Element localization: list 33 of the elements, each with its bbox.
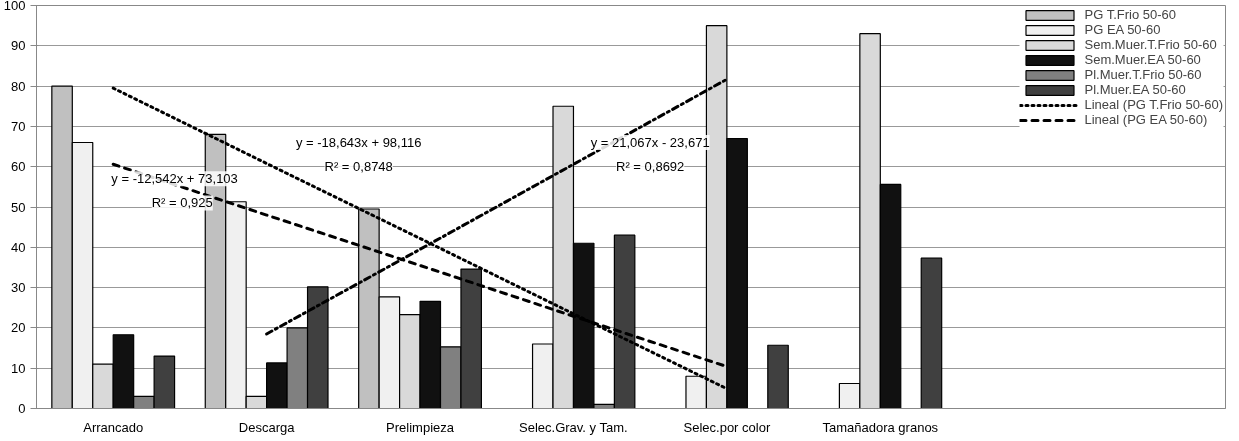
x-tick-label: Prelimpieza (386, 419, 455, 435)
y-tick-label: 60 (11, 159, 26, 175)
y-tick-label: 10 (11, 360, 26, 376)
legend-label: PG EA 50-60 (1084, 22, 1161, 37)
bar (920, 257, 943, 409)
bar (767, 344, 789, 409)
y-tick-label: 40 (11, 239, 26, 255)
y-tick-label: 50 (11, 199, 26, 215)
legend-label: Sem.Muer.EA 50-60 (1084, 52, 1201, 67)
legend-label: PG T.Frio 50-60 (1084, 7, 1177, 22)
annotation: y = -18,643x + 98,116 (295, 135, 422, 151)
annotation: R² = 0,8692 (616, 159, 685, 175)
legend-label: Pl.Muer.EA 50-60 (1084, 82, 1186, 97)
x-tick-label: Selec.Grav. y Tam. (519, 419, 628, 435)
legend-label: Lineal (PG T.Frio 50-60) (1084, 97, 1223, 112)
x-tick-label: Arrancado (83, 419, 144, 435)
y-tick-label: 80 (11, 78, 26, 94)
y-tick-label: 100 (3, 0, 26, 13)
x-tick-label: Tamañadora granos (822, 419, 939, 435)
y-tick-label: 20 (11, 320, 26, 336)
annotation: y = -12,542x + 73,103 (111, 171, 238, 187)
y-tick-label: 0 (18, 401, 26, 416)
annotation: R² = 0,8748 (324, 159, 393, 175)
legend-label: Sem.Muer.T.Frio 50-60 (1084, 37, 1217, 52)
legend-label: Pl.Muer.T.Frio 50-60 (1084, 67, 1202, 82)
annotation: R² = 0,925 (151, 195, 213, 211)
y-tick-label: 90 (11, 38, 26, 54)
x-tick-label: Selec.por color (683, 419, 771, 435)
annotation: y = 21,067x - 23,671 (590, 135, 710, 151)
y-tick-label: 30 (11, 280, 26, 296)
legend-label: Lineal (PG EA 50-60) (1084, 112, 1208, 127)
x-tick-label: Descarga (238, 419, 296, 435)
y-tick-label: 70 (11, 118, 26, 134)
